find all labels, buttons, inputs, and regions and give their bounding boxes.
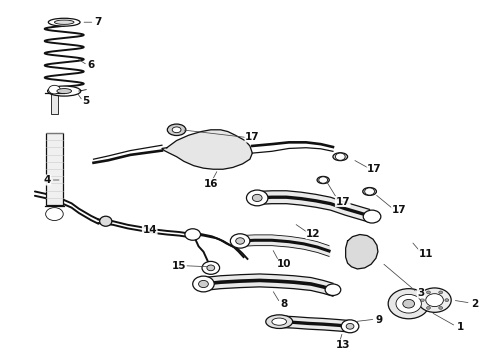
Text: 4: 4 (44, 175, 51, 185)
Ellipse shape (48, 86, 81, 96)
Circle shape (388, 289, 429, 319)
Bar (51, 90, 58, 114)
Circle shape (426, 294, 443, 307)
Text: 17: 17 (367, 164, 382, 174)
Ellipse shape (57, 89, 72, 94)
Ellipse shape (54, 20, 74, 24)
Text: 8: 8 (280, 299, 288, 309)
Circle shape (426, 306, 430, 309)
Circle shape (236, 238, 245, 244)
Polygon shape (162, 130, 252, 169)
Circle shape (363, 210, 381, 223)
Circle shape (252, 194, 262, 202)
Text: 6: 6 (87, 60, 95, 70)
Text: 11: 11 (418, 248, 433, 258)
Circle shape (185, 229, 200, 240)
Ellipse shape (317, 176, 329, 184)
Text: 17: 17 (336, 197, 350, 207)
Circle shape (439, 306, 442, 309)
Circle shape (246, 190, 268, 206)
Ellipse shape (172, 127, 181, 133)
Text: 1: 1 (456, 322, 464, 332)
Circle shape (49, 85, 60, 94)
Circle shape (420, 299, 424, 302)
Ellipse shape (333, 153, 347, 161)
Text: 12: 12 (306, 229, 320, 239)
Circle shape (46, 208, 63, 221)
Circle shape (445, 299, 449, 302)
Circle shape (418, 288, 451, 312)
Text: 3: 3 (417, 288, 424, 298)
Circle shape (335, 153, 345, 160)
Circle shape (403, 300, 415, 308)
Circle shape (193, 276, 214, 292)
Ellipse shape (363, 188, 376, 195)
Circle shape (341, 320, 359, 333)
Text: 9: 9 (376, 315, 383, 325)
Ellipse shape (266, 315, 293, 328)
Ellipse shape (49, 18, 80, 26)
Ellipse shape (99, 216, 112, 226)
Ellipse shape (167, 124, 186, 135)
Text: 15: 15 (172, 261, 186, 271)
Text: 7: 7 (95, 17, 102, 27)
Text: 5: 5 (83, 96, 90, 106)
Circle shape (202, 261, 220, 274)
Circle shape (319, 177, 328, 183)
Text: 17: 17 (245, 132, 260, 142)
Text: 13: 13 (336, 340, 350, 350)
Text: 10: 10 (277, 259, 292, 269)
Circle shape (396, 294, 421, 313)
Text: 2: 2 (471, 299, 478, 309)
Circle shape (230, 234, 250, 248)
Text: 14: 14 (143, 225, 157, 235)
Circle shape (198, 280, 208, 288)
Bar (46, 133, 63, 205)
Circle shape (346, 323, 354, 329)
Text: 16: 16 (203, 179, 218, 189)
Text: 17: 17 (392, 206, 406, 216)
Ellipse shape (272, 318, 287, 325)
Circle shape (365, 188, 374, 195)
Circle shape (426, 291, 430, 294)
Circle shape (325, 284, 341, 296)
Circle shape (439, 291, 442, 294)
Circle shape (207, 265, 215, 271)
Polygon shape (345, 234, 378, 269)
